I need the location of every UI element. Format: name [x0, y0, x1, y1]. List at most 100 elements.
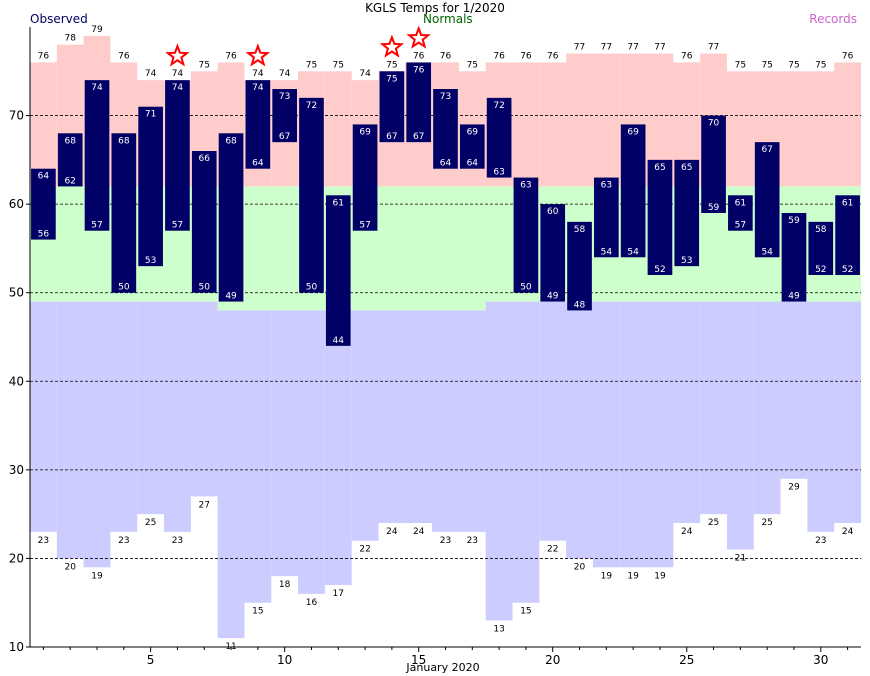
observed-low-label-day-8: 49 [225, 292, 237, 302]
observed-bar-day-29 [781, 213, 807, 302]
observed-high-label-day-11: 72 [306, 101, 317, 111]
x-axis-label: January 2020 [405, 661, 479, 674]
record-low-band-day-1 [30, 301, 57, 532]
observed-high-label-day-18: 72 [493, 101, 504, 111]
record-low-band-day-29 [780, 301, 808, 479]
observed-bar-day-8 [218, 133, 244, 302]
observed-low-label-day-5: 53 [145, 256, 156, 266]
record-high-label-day-3: 79 [91, 25, 103, 35]
observed-high-label-day-26: 70 [708, 119, 720, 129]
observed-high-label-day-10: 73 [279, 92, 290, 102]
observed-bar-day-30 [808, 221, 834, 275]
record-low-band-day-14 [378, 310, 406, 523]
record-low-band-day-8 [217, 310, 245, 639]
record-high-band-day-29 [780, 71, 808, 187]
record-low-band-day-13 [351, 310, 379, 541]
record-star-icon-day-6 [165, 43, 190, 67]
record-star-icon-day-15 [406, 25, 431, 49]
observed-high-label-day-27: 61 [735, 198, 746, 208]
record-high-label-day-5: 74 [145, 69, 157, 79]
observed-bar-day-28 [754, 142, 780, 258]
observed-bar-day-22 [594, 177, 619, 258]
record-low-band-day-16 [432, 310, 459, 532]
observed-bar-day-9 [245, 80, 271, 169]
observed-bar-day-10 [272, 89, 297, 143]
record-low-band-day-24 [646, 301, 674, 568]
record-high-label-day-8: 76 [225, 51, 237, 61]
observed-low-label-day-18: 63 [493, 168, 504, 178]
observed-high-label-day-1: 64 [38, 172, 50, 182]
y-tick-label-70: 70 [9, 109, 24, 123]
observed-high-label-day-25: 65 [681, 163, 692, 173]
record-star-icon-day-14 [379, 34, 405, 58]
normal-band-day-9 [244, 186, 272, 311]
record-low-label-day-18: 13 [493, 624, 504, 634]
record-low-bands [30, 301, 861, 639]
observed-high-label-day-7: 66 [199, 154, 211, 164]
record-low-label-day-1: 23 [38, 536, 49, 546]
x-tick-label-10: 10 [277, 653, 292, 667]
observed-bar-day-11 [299, 97, 324, 293]
record-high-label-day-19: 76 [520, 51, 532, 61]
record-low-band-day-19 [512, 301, 540, 603]
record-low-label-day-30: 23 [815, 536, 826, 546]
y-tick-label-50: 50 [9, 286, 24, 300]
observed-bar-day-20 [540, 204, 566, 302]
observed-high-label-day-3: 74 [91, 83, 103, 93]
observed-bar-day-5 [138, 106, 163, 267]
observed-bar-day-31 [835, 195, 860, 275]
observed-low-label-day-14: 67 [386, 132, 397, 142]
record-low-band-day-10 [271, 310, 299, 577]
observed-low-label-day-15: 67 [413, 132, 424, 142]
normal-band-day-18 [485, 186, 513, 302]
observed-high-label-day-8: 68 [225, 136, 237, 146]
record-low-band-day-12 [324, 310, 352, 585]
value-labels: 64 56 76 23 68 62 78 20 74 57 79 19 68 50 76 23 71 53 74 25… [38, 25, 854, 652]
record-low-band-day-25 [673, 301, 701, 523]
record-high-label-day-22: 77 [601, 43, 612, 53]
y-tick-label-40: 40 [9, 374, 24, 388]
observed-high-label-day-5: 71 [145, 110, 156, 120]
observed-high-label-day-29: 59 [788, 216, 800, 226]
observed-low-label-day-31: 52 [842, 265, 853, 275]
record-high-label-day-4: 76 [118, 51, 130, 61]
observed-high-label-day-2: 68 [64, 136, 76, 146]
record-low-label-day-5: 25 [145, 518, 156, 528]
x-tick-label-25: 25 [679, 653, 694, 667]
observed-high-label-day-24: 65 [654, 163, 665, 173]
observed-bar-day-17 [459, 124, 485, 169]
record-low-band-day-30 [807, 301, 835, 532]
observed-low-label-day-28: 54 [761, 247, 773, 257]
observed-low-label-day-29: 49 [788, 292, 800, 302]
y-tick-label-30: 30 [9, 463, 24, 477]
observed-high-label-day-14: 75 [386, 74, 397, 84]
record-low-label-day-9: 15 [252, 607, 263, 617]
record-low-label-day-21: 20 [574, 562, 586, 572]
record-high-label-day-18: 76 [493, 51, 505, 61]
record-low-label-day-13: 22 [359, 545, 370, 555]
observed-low-label-day-1: 56 [38, 230, 50, 240]
observed-low-label-day-7: 50 [199, 283, 211, 293]
observed-bar-day-13 [352, 124, 378, 231]
observed-bar-day-7 [191, 151, 217, 293]
record-stars [165, 25, 431, 67]
record-low-label-day-20: 22 [547, 545, 558, 555]
record-low-band-day-26 [700, 301, 727, 515]
legend-records: Records [809, 12, 857, 26]
record-high-label-day-16: 76 [440, 51, 452, 61]
record-high-label-day-11: 75 [306, 60, 317, 70]
normal-band-day-16 [432, 186, 459, 311]
normal-band-day-17 [458, 186, 486, 311]
observed-high-label-day-30: 58 [815, 225, 827, 235]
record-low-label-day-22: 19 [601, 571, 613, 581]
observed-low-label-day-24: 52 [654, 265, 665, 275]
observed-bar-day-21 [567, 221, 592, 311]
observed-bar-day-23 [620, 124, 646, 258]
observed-high-label-day-13: 69 [359, 127, 371, 137]
record-high-band-day-31 [834, 62, 861, 187]
record-low-band-day-5 [137, 301, 165, 515]
record-high-label-day-25: 76 [681, 51, 693, 61]
record-low-label-day-29: 29 [788, 483, 800, 493]
observed-bar-day-26 [701, 115, 726, 213]
record-low-label-day-3: 19 [91, 571, 103, 581]
